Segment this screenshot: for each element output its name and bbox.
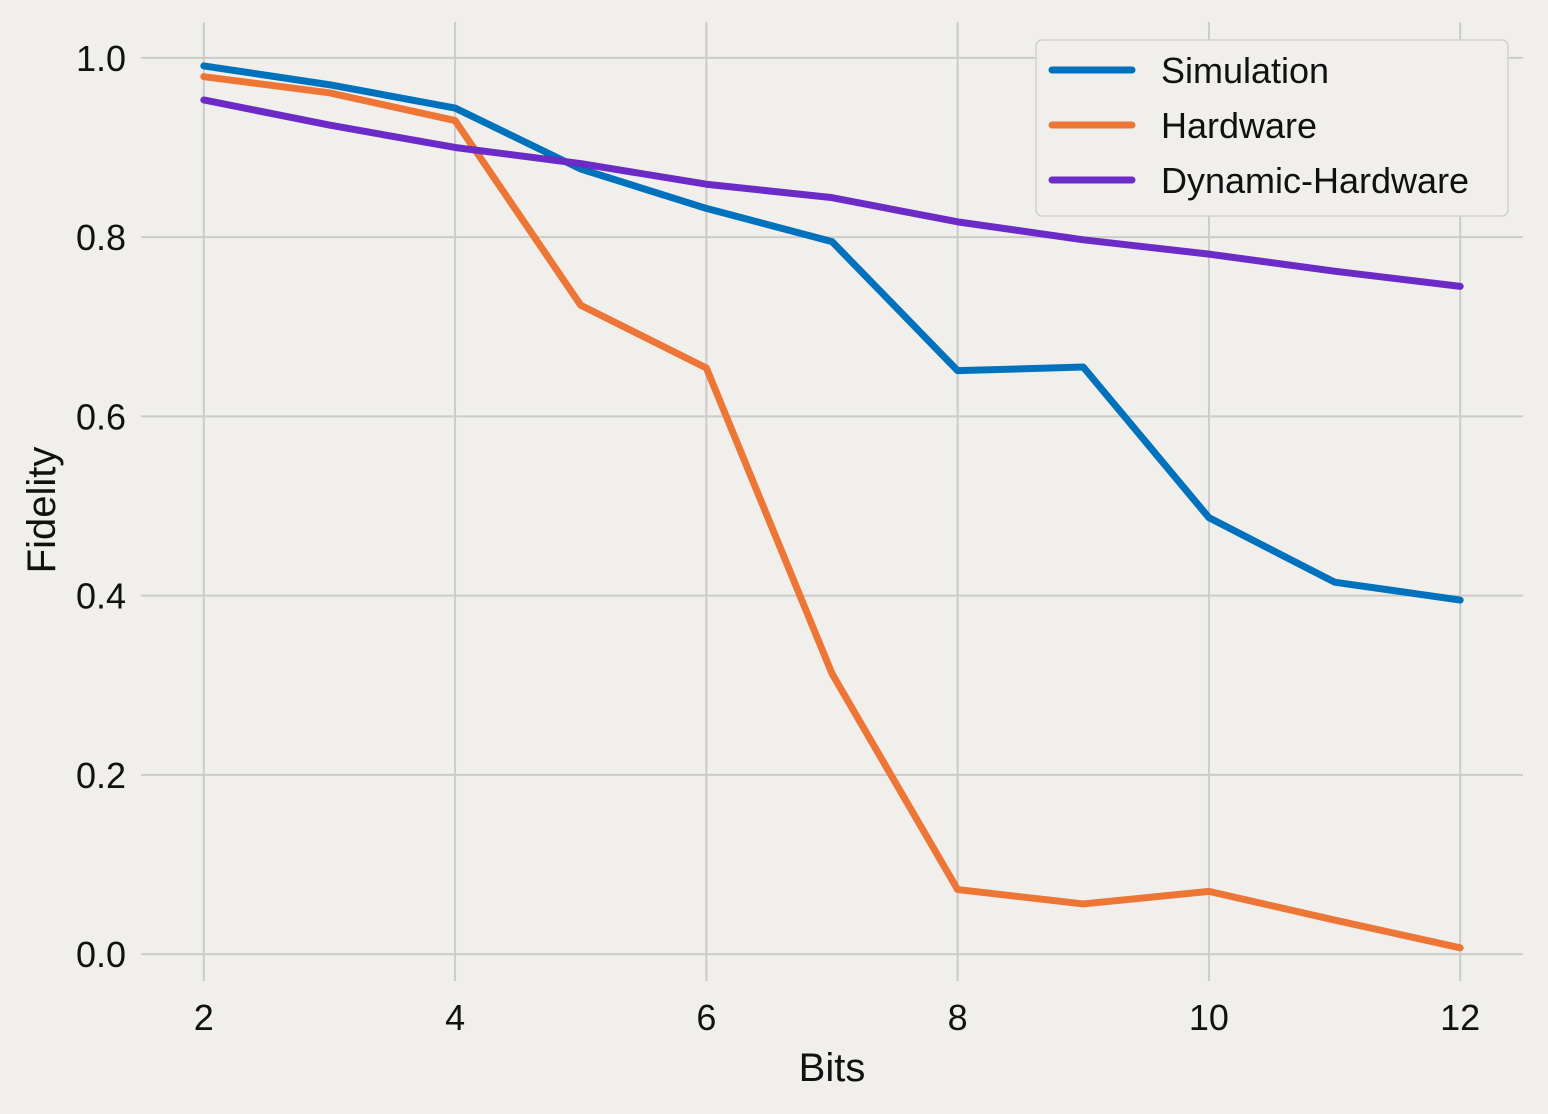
y-tick-label: 0.2	[76, 755, 126, 796]
series-line-hardware	[200, 73, 1464, 952]
y-axis-label: Fidelity	[20, 447, 64, 574]
y-tick-label: 1.0	[76, 38, 126, 79]
legend-box	[1035, 39, 1509, 217]
y-tick-label: 0.8	[76, 217, 126, 258]
legend-label-simulation: Simulation	[1161, 50, 1329, 91]
legend-label-hardware: Hardware	[1161, 105, 1317, 146]
y-tick-labels: 0.0 0.2 0.4 0.6 0.8 1.0	[76, 38, 126, 975]
legend-label-dynamic-hardware: Dynamic-Hardware	[1161, 160, 1469, 201]
x-tick-label: 4	[445, 997, 465, 1038]
series-line-dynamic-hardware	[200, 96, 1464, 290]
y-tick-label: 0.6	[76, 396, 126, 437]
y-tick-label: 0.0	[76, 934, 126, 975]
series-line-simulation	[200, 62, 1464, 604]
legend: Simulation Hardware Dynamic-Hardware	[1035, 39, 1509, 217]
x-tick-labels: 2 4 6 8 10 12	[194, 997, 1480, 1038]
x-axis-label: Bits	[799, 1046, 866, 1090]
x-tick-label: 10	[1189, 997, 1229, 1038]
x-tick-label: 2	[194, 997, 214, 1038]
x-tick-label: 12	[1440, 997, 1480, 1038]
x-tick-label: 8	[948, 997, 968, 1038]
series-lines	[200, 62, 1464, 952]
x-tick-label: 6	[696, 997, 716, 1038]
y-tick-label: 0.4	[76, 576, 126, 617]
